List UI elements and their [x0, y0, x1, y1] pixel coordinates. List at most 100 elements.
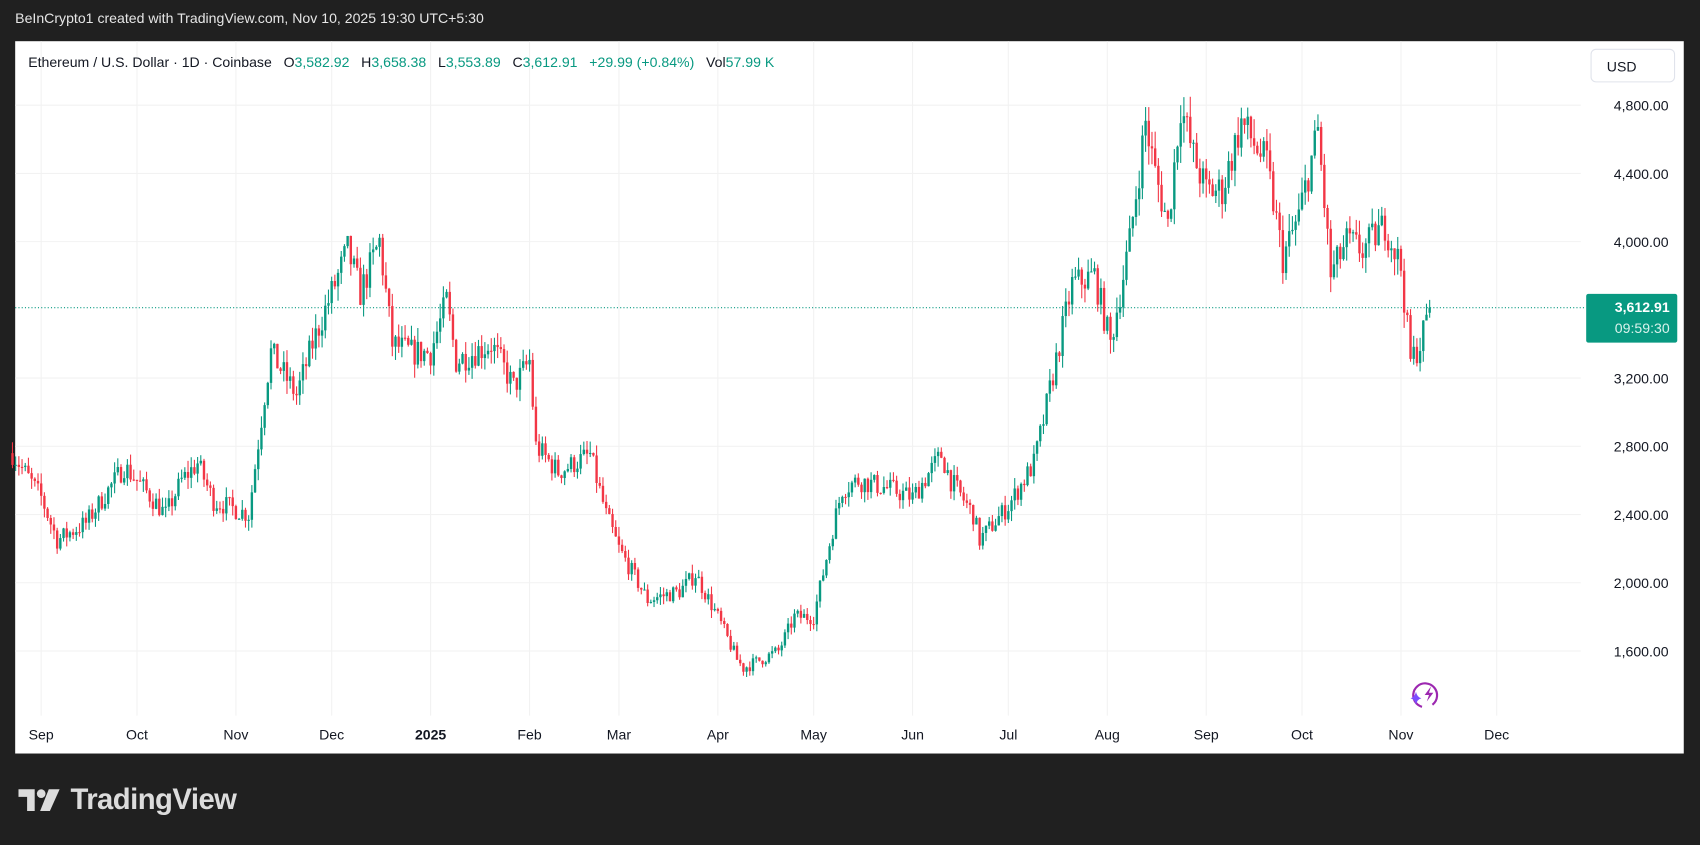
candle-body [1294, 221, 1297, 230]
candle [467, 357, 471, 375]
candle [713, 603, 716, 612]
candle [1122, 265, 1125, 317]
candle-body [566, 468, 570, 472]
candle [758, 657, 761, 662]
candle [27, 457, 30, 474]
candle [515, 377, 518, 398]
candle-body [49, 517, 52, 525]
candle [135, 479, 139, 491]
candle [1316, 114, 1320, 131]
candle-body [521, 361, 525, 368]
candle-body [1402, 270, 1406, 313]
candle-body [774, 647, 777, 652]
candle-body [132, 479, 135, 481]
candle-body [767, 653, 771, 663]
candle [1291, 216, 1294, 235]
candle-body [1147, 120, 1150, 147]
candle-body [407, 337, 410, 345]
candle [1070, 268, 1074, 315]
candle-body [509, 371, 512, 384]
candle-body [828, 546, 831, 561]
candle-body [282, 362, 285, 371]
candle-body [1412, 346, 1415, 359]
candle-body [611, 514, 614, 527]
candle-body [1211, 184, 1214, 197]
candle [122, 471, 126, 486]
candle [212, 484, 215, 517]
candle-body [1115, 312, 1119, 338]
candle-body [304, 364, 308, 367]
candle [764, 660, 767, 667]
candle-body [1003, 505, 1007, 520]
candle-body [1029, 466, 1032, 477]
currency-button[interactable]: USD [1590, 48, 1676, 83]
candle-body [834, 508, 838, 539]
candle-body [1256, 145, 1259, 154]
candle [1083, 278, 1087, 303]
candle [569, 454, 573, 473]
candle [825, 559, 828, 579]
candle [317, 324, 321, 348]
candle [754, 655, 758, 663]
candle [132, 469, 135, 482]
candle [1163, 202, 1166, 212]
candle-body [266, 382, 270, 406]
candle [426, 347, 429, 354]
candle [387, 287, 391, 317]
candle [1077, 257, 1080, 280]
candle-body [349, 235, 353, 265]
last-price-label: 3,612.91 09:59:30 [1586, 293, 1678, 343]
candle [1396, 236, 1399, 275]
candle [1265, 129, 1269, 169]
candle [563, 470, 566, 486]
candle [442, 286, 445, 328]
candle [1428, 299, 1431, 318]
candle-body [786, 623, 790, 633]
candle [1240, 107, 1243, 157]
candle-body [253, 469, 257, 493]
candle-body [949, 470, 953, 492]
candle [1217, 169, 1221, 207]
candle-body [122, 478, 126, 483]
candle [828, 543, 831, 564]
candle-body [1074, 276, 1077, 278]
candle-body [1070, 277, 1074, 305]
candle-body [403, 337, 407, 339]
tradingview-logo[interactable]: TradingView [18, 783, 237, 817]
candle-body [528, 359, 531, 365]
candle [885, 480, 889, 490]
candle-body [1399, 248, 1403, 271]
price-tick-label: 2,800.00 [1614, 439, 1669, 455]
candle-body [1262, 141, 1265, 157]
candle [1374, 221, 1377, 252]
candle-body [378, 237, 381, 247]
candle-body [927, 473, 930, 487]
candle [860, 482, 863, 499]
candle-body [1329, 228, 1332, 278]
candle-body [512, 371, 515, 378]
candle-body [1355, 232, 1358, 235]
candle-body [126, 464, 129, 479]
candle-body [748, 667, 751, 672]
candle [694, 573, 697, 593]
candle-body [158, 498, 161, 516]
candle [649, 599, 653, 604]
close-value: 3,612.91 [522, 54, 578, 71]
candle [1224, 177, 1227, 212]
candle [1339, 243, 1342, 269]
candle-body [1141, 135, 1144, 189]
candle [1102, 281, 1106, 334]
candle-body [371, 249, 375, 253]
candle [691, 564, 694, 590]
candle [20, 459, 24, 475]
candle [1169, 208, 1173, 223]
candle [857, 473, 860, 487]
candle [633, 557, 637, 575]
candle [196, 457, 199, 483]
candle-body [142, 479, 145, 482]
candle [1138, 170, 1141, 216]
candle [346, 235, 349, 249]
candle-body [81, 517, 84, 533]
assistant-bolt-icon [1410, 682, 1439, 709]
